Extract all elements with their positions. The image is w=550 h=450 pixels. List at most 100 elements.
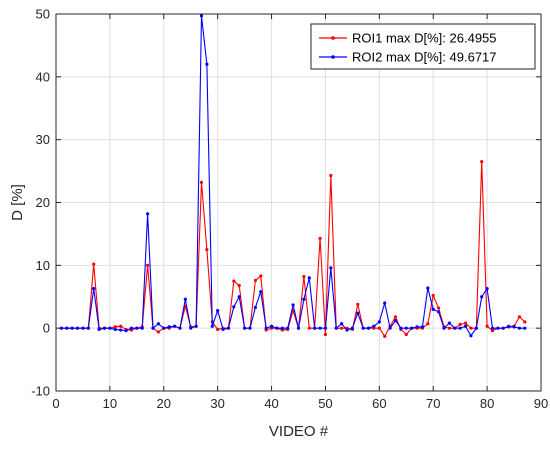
- data-point-roi1: [463, 321, 468, 325]
- data-point-roi2: [65, 326, 69, 330]
- y-tick-label: 30: [36, 132, 50, 147]
- data-point-roi2: [485, 286, 489, 291]
- data-point-roi1: [307, 326, 311, 330]
- x-tick-label: 60: [372, 396, 386, 411]
- data-point-roi1: [517, 315, 522, 319]
- y-tick-label: 40: [36, 69, 50, 84]
- y-tick-label: 0: [43, 321, 50, 336]
- legend-label-roi2: ROI2 max D[%]: 49.6717: [352, 50, 497, 65]
- data-point-roi1: [340, 326, 344, 330]
- x-tick-label: 70: [426, 396, 440, 411]
- data-point-roi2: [307, 276, 311, 280]
- data-point-roi1: [377, 326, 381, 330]
- data-point-roi1: [469, 326, 473, 330]
- x-tick-label: 90: [534, 396, 548, 411]
- data-point-roi2: [512, 325, 516, 329]
- data-point-roi1: [216, 327, 220, 332]
- data-point-roi1: [259, 274, 263, 278]
- data-point-roi2: [226, 326, 231, 330]
- data-point-roi1: [480, 160, 484, 164]
- data-point-roi2: [399, 326, 403, 330]
- data-point-roi2: [264, 326, 268, 330]
- data-point-roi1: [237, 283, 241, 288]
- data-point-roi2: [345, 328, 349, 332]
- data-point-roi2: [490, 326, 495, 330]
- data-point-roi2: [329, 266, 333, 270]
- data-point-roi2: [286, 326, 290, 330]
- data-point-roi2: [253, 305, 257, 310]
- data-point-roi2: [259, 290, 263, 294]
- data-point-roi2: [280, 326, 284, 330]
- legend-marker-roi1: [331, 36, 335, 40]
- data-point-roi2: [463, 324, 468, 328]
- data-point-roi1: [404, 332, 408, 337]
- data-point-roi1: [119, 324, 123, 328]
- x-tick-label: 80: [480, 396, 494, 411]
- data-point-roi2: [194, 324, 198, 328]
- data-point-roi2: [232, 305, 236, 309]
- data-point-roi2: [140, 326, 144, 330]
- data-point-roi2: [313, 326, 317, 330]
- y-tick-label: -10: [31, 384, 50, 399]
- data-point-roi1: [490, 329, 495, 333]
- data-point-roi2: [172, 324, 177, 328]
- data-point-roi1: [205, 248, 209, 252]
- y-axis-label: D [%]: [9, 184, 26, 221]
- data-point-roi2: [501, 326, 505, 330]
- data-point-roi2: [340, 322, 344, 326]
- data-point-roi2: [75, 326, 80, 330]
- y-tick-label: 10: [36, 258, 50, 273]
- data-point-roi1: [113, 325, 117, 329]
- data-point-roi1: [523, 320, 527, 324]
- data-point-roi1: [323, 332, 328, 337]
- data-point-roi1: [426, 322, 430, 326]
- data-point-roi2: [248, 326, 252, 330]
- data-point-roi1: [232, 279, 236, 283]
- data-point-roi2: [183, 297, 187, 301]
- data-point-roi2: [124, 329, 128, 333]
- data-point-roi2: [221, 327, 225, 332]
- data-point-roi2: [496, 326, 500, 330]
- data-point-roi1: [383, 334, 387, 338]
- data-point-roi2: [415, 325, 419, 329]
- data-point-roi2: [189, 326, 193, 330]
- data-point-roi2: [404, 326, 408, 330]
- data-point-roi1: [393, 315, 398, 319]
- data-point-roi2: [146, 212, 150, 216]
- data-point-roi2: [318, 326, 322, 330]
- data-point-roi1: [302, 275, 306, 279]
- data-point-roi2: [178, 326, 182, 330]
- data-point-roi2: [431, 307, 435, 311]
- data-point-roi2: [410, 326, 414, 330]
- data-point-roi1: [318, 236, 322, 240]
- data-point-roi2: [469, 334, 473, 338]
- x-tick-label: 30: [210, 396, 224, 411]
- data-point-roi2: [296, 326, 301, 330]
- data-point-roi2: [377, 320, 381, 324]
- data-point-roi1: [431, 293, 435, 298]
- data-point-roi2: [507, 325, 511, 329]
- data-point-roi2: [420, 325, 425, 329]
- data-point-roi2: [151, 326, 155, 330]
- data-point-roi2: [70, 326, 74, 330]
- data-point-roi2: [517, 326, 522, 330]
- data-point-roi1: [199, 180, 204, 184]
- data-point-roi2: [453, 326, 457, 330]
- data-point-roi1: [92, 262, 96, 266]
- legend-marker-roi2: [331, 55, 335, 59]
- data-point-roi2: [356, 311, 360, 315]
- data-point-roi2: [447, 321, 451, 325]
- data-point-roi2: [372, 324, 376, 328]
- legend-label-roi1: ROI1 max D[%]: 26.4955: [352, 31, 497, 46]
- data-point-roi2: [113, 327, 117, 332]
- data-point-roi1: [253, 278, 257, 283]
- data-point-roi2: [291, 303, 295, 307]
- data-point-roi2: [59, 326, 63, 330]
- data-point-roi2: [361, 326, 365, 330]
- data-point-roi2: [216, 308, 220, 313]
- data-point-roi2: [458, 326, 462, 330]
- data-point-roi1: [156, 330, 160, 334]
